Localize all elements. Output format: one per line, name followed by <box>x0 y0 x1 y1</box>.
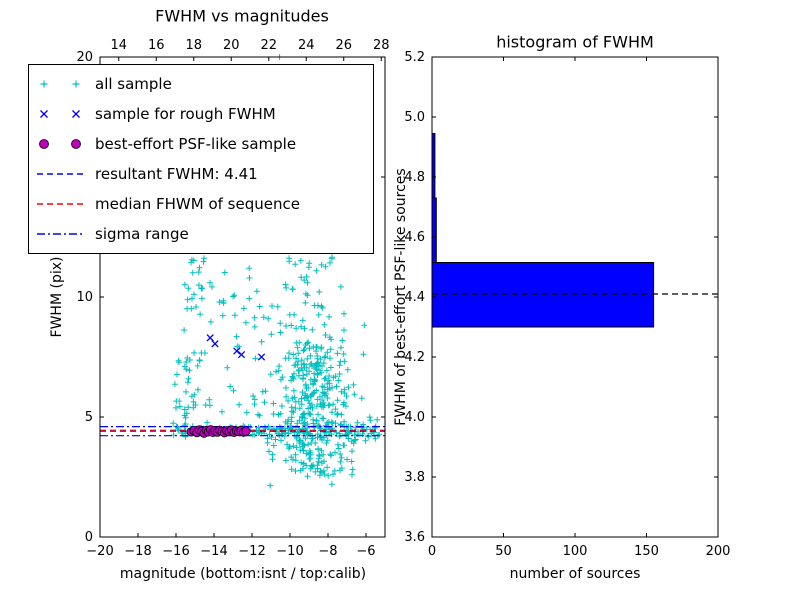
left-xtick-label: −12 <box>238 544 265 559</box>
legend-label: sigma range <box>95 225 189 243</box>
left-plot-ylabel: FWHM (pix) <box>49 256 65 338</box>
left-ytick-label: 5 <box>85 410 93 425</box>
left-xtick-label: −16 <box>162 544 189 559</box>
left-xtick-label: −8 <box>318 544 337 559</box>
right-xtick-label: 50 <box>495 544 512 559</box>
legend-entry: sigma range <box>35 219 367 249</box>
left-xtick-label: −18 <box>124 544 151 559</box>
left-top-xtick-label: 18 <box>185 38 202 53</box>
right-ytick-label: 4.2 <box>404 350 425 365</box>
left-top-xtick-label: 16 <box>148 38 165 53</box>
right-ytick-label: 4.6 <box>404 230 425 245</box>
legend-marker-cross-icon <box>40 110 80 118</box>
right-xtick-label: 150 <box>634 544 659 559</box>
right-xtick-label: 100 <box>563 544 588 559</box>
legend-marker-dashed-icon <box>37 173 83 175</box>
legend-label: median FHWM of sequence <box>95 195 300 213</box>
legend-marker-dashdot-icon <box>37 233 83 235</box>
legend-marker-circle-icon <box>39 139 81 149</box>
legend-entry: median FHWM of sequence <box>35 189 367 219</box>
right-xtick-label: 0 <box>428 544 436 559</box>
left-top-xtick-label: 28 <box>373 38 390 53</box>
right-plot-xlabel: number of sources <box>509 566 641 582</box>
left-ytick-label: 0 <box>85 530 93 545</box>
left-ytick-label: 10 <box>76 290 93 305</box>
left-top-xtick-label: 14 <box>110 38 127 53</box>
left-xtick-label: −20 <box>86 544 113 559</box>
legend-entry: sample for rough FWHM <box>35 99 367 129</box>
scatter-plot: −20 −18 −16 −14 −12 −10 −8 −6 14 16 18 20 22 24 26 28 0 5… <box>76 38 389 559</box>
rough-fwhm-markers <box>206 334 266 361</box>
left-xtick-label: −6 <box>356 544 375 559</box>
legend-label: all sample <box>95 75 172 93</box>
right-ytick-label: 4.0 <box>404 410 425 425</box>
histogram-plot: 0 50 100 150 200 3.6 3.8 4.0 4.2 4.4 4.6 4.8 5.0 5.2 <box>404 50 730 559</box>
left-plot-xlabel: magnitude (bottom:isnt / top:calib) <box>119 566 367 582</box>
histogram-bar <box>431 197 437 263</box>
left-top-xtick-label: 26 <box>335 38 352 53</box>
left-xtick-label: −10 <box>276 544 303 559</box>
left-top-xtick-label: 20 <box>223 38 240 53</box>
right-ytick-label: 4.8 <box>404 170 425 185</box>
right-ytick-label: 3.8 <box>404 470 425 485</box>
legend-entry: all sample <box>35 69 367 99</box>
right-ytick-label: 3.6 <box>404 530 425 545</box>
left-top-xtick-label: 22 <box>260 38 277 53</box>
legend-entry: resultant FWHM: 4.41 <box>35 159 367 189</box>
right-xtick-label: 200 <box>706 544 731 559</box>
left-top-xtick-label: 24 <box>298 38 315 53</box>
right-ytick-label: 5.0 <box>404 110 425 125</box>
legend-marker-dashed-icon <box>37 203 83 205</box>
legend-label: sample for rough FWHM <box>95 105 276 123</box>
right-plot-ylabel: FWHM of best-effort PSF-like sources <box>393 168 409 426</box>
legend-label: resultant FWHM: 4.41 <box>95 165 258 183</box>
right-plot-title: histogram of FWHM <box>496 32 654 52</box>
legend: all sample sample for rough FWHM best-effo… <box>28 64 374 254</box>
right-ytick-label: 4.4 <box>404 290 425 305</box>
histogram-bar <box>431 262 655 328</box>
left-plot-title: FWHM vs magnitudes <box>155 6 329 26</box>
left-xtick-label: −14 <box>200 544 227 559</box>
legend-entry: best-effort PSF-like sample <box>35 129 367 159</box>
legend-label: best-effort PSF-like sample <box>95 135 297 153</box>
psf-sample-point <box>241 426 251 436</box>
right-ytick-label: 5.2 <box>404 50 425 65</box>
left-ytick-label: 20 <box>76 50 93 65</box>
legend-marker-plus-icon <box>40 80 80 88</box>
